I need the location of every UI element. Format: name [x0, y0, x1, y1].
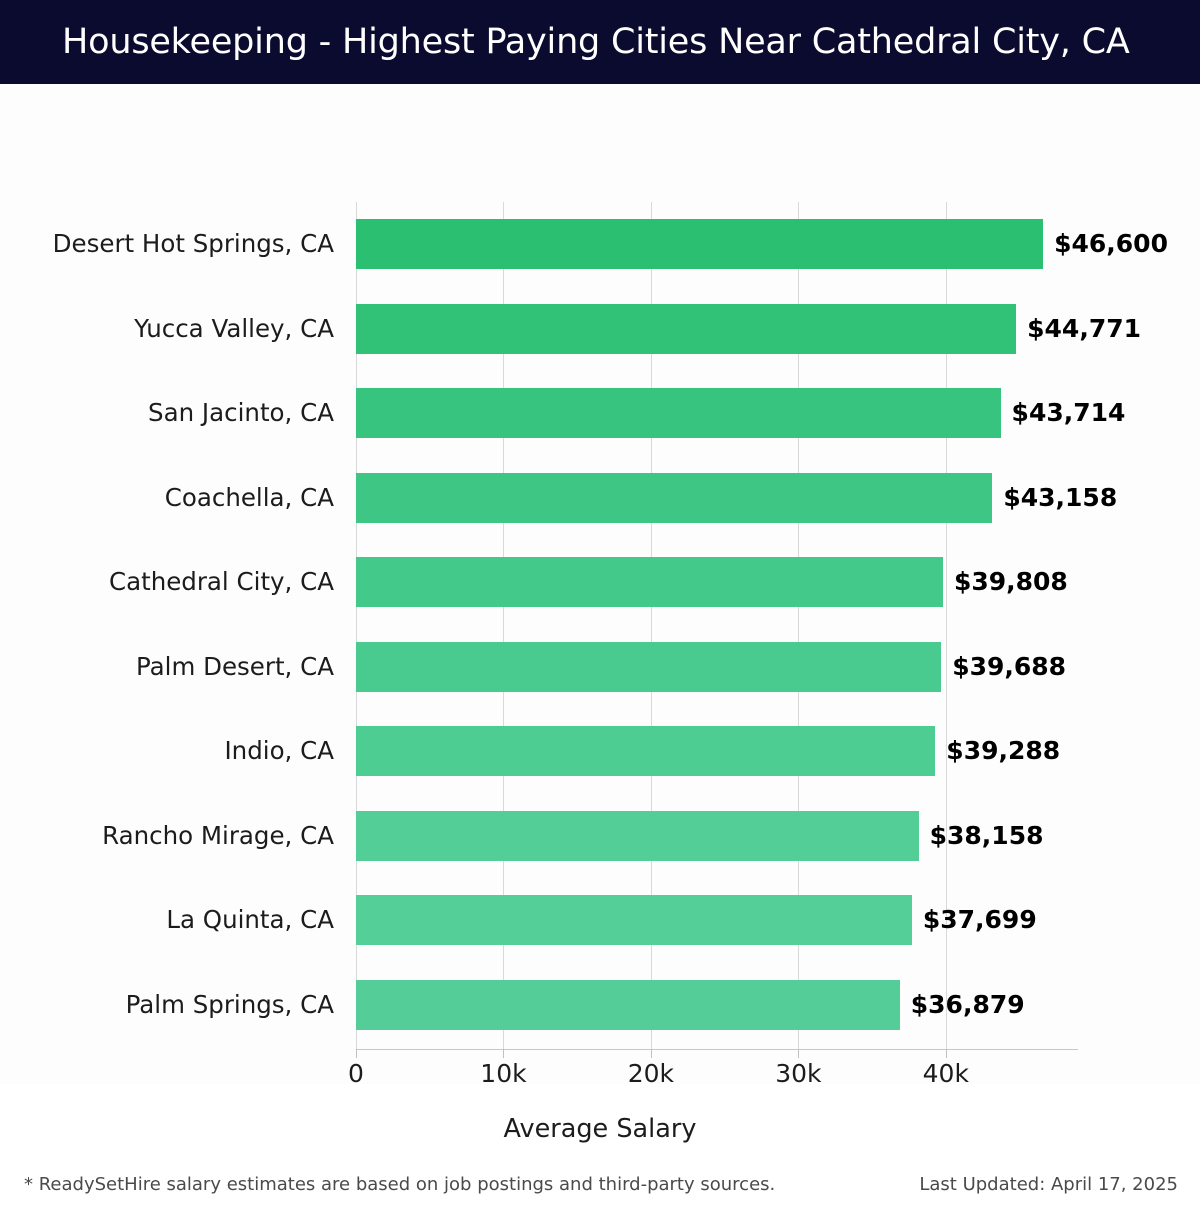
- bar[interactable]: [356, 726, 936, 777]
- footer-last-updated: Last Updated: April 17, 2025: [919, 1174, 1178, 1195]
- chart-title-bar: Housekeeping - Highest Paying Cities Nea…: [0, 0, 1200, 84]
- gridline-10k: [503, 202, 505, 1049]
- gridline-20k: [650, 202, 652, 1049]
- bar-row: Cathedral City, CA $39,808: [0, 557, 1200, 608]
- x-tick-label-30k: 30k: [775, 1059, 822, 1088]
- page-title: Housekeeping - Highest Paying Cities Nea…: [62, 22, 1130, 62]
- bar-value-label: $43,158: [1003, 482, 1118, 512]
- gridline-30k: [798, 202, 800, 1049]
- bar-row: Desert Hot Springs, CA $46,600: [0, 219, 1200, 269]
- bar-row: Yucca Valley, CA $44,771: [0, 303, 1200, 354]
- x-tick-label-10k: 10k: [480, 1059, 527, 1088]
- category-label: Yucca Valley, CA: [134, 313, 334, 343]
- bar[interactable]: [356, 303, 1017, 354]
- tick-mark-40k: [945, 1049, 947, 1058]
- bar[interactable]: [356, 219, 1044, 269]
- bar-value-label: $43,714: [1011, 398, 1126, 428]
- bar-value-label: $38,158: [929, 820, 1044, 850]
- category-label: Palm Desert, CA: [135, 651, 334, 681]
- category-label: Palm Springs, CA: [125, 989, 334, 1019]
- bar-row: Palm Springs, CA $36,879: [0, 979, 1200, 1030]
- category-label: Rancho Mirage, CA: [102, 820, 334, 850]
- bar-row: La Quinta, CA $37,699: [0, 895, 1200, 946]
- tick-mark-30k: [798, 1049, 800, 1058]
- x-tick-label-0: 0: [348, 1059, 364, 1088]
- bar-value-label: $44,771: [1027, 313, 1142, 343]
- x-tick-label-40k: 40k: [922, 1059, 969, 1088]
- bar-value-label: $46,600: [1054, 229, 1168, 258]
- bar-row: Indio, CA $39,288: [0, 726, 1200, 777]
- footer-disclaimer: * ReadySetHire salary estimates are base…: [24, 1174, 776, 1195]
- category-label: Cathedral City, CA: [108, 567, 334, 597]
- bar[interactable]: [356, 641, 942, 692]
- bar-value-label: $39,688: [952, 651, 1067, 681]
- bar[interactable]: [356, 895, 912, 946]
- gridline-40k: [945, 202, 947, 1049]
- category-label: Coachella, CA: [164, 482, 334, 512]
- tick-mark-20k: [650, 1049, 652, 1058]
- plot-gridlines: [356, 202, 1078, 1049]
- x-axis-title: Average Salary: [503, 1114, 697, 1144]
- bar-value-label: $36,879: [910, 989, 1025, 1019]
- bar-value-label: $37,699: [922, 905, 1037, 935]
- bar[interactable]: [356, 472, 993, 523]
- bar-row: Palm Desert, CA $39,688: [0, 641, 1200, 692]
- bar-row: Coachella, CA $43,158: [0, 472, 1200, 523]
- gridline-0: [356, 202, 357, 1049]
- category-label: La Quinta, CA: [166, 905, 334, 935]
- category-label: Desert Hot Springs, CA: [52, 229, 334, 258]
- category-label: Indio, CA: [224, 736, 334, 766]
- tick-mark-10k: [503, 1049, 505, 1058]
- bar[interactable]: [356, 388, 1001, 439]
- bar-row: San Jacinto, CA $43,714: [0, 388, 1200, 439]
- bar-value-label: $39,808: [953, 567, 1068, 597]
- category-label: San Jacinto, CA: [148, 398, 334, 428]
- x-axis-line: [356, 1049, 1078, 1050]
- bar[interactable]: [356, 557, 943, 608]
- chart-footer: * ReadySetHire salary estimates are base…: [0, 1174, 1200, 1224]
- chart-canvas: Desert Hot Springs, CA $46,600 Yucca Valle…: [0, 84, 1200, 1195]
- bar-value-label: $39,288: [946, 736, 1061, 766]
- bar[interactable]: [356, 810, 919, 861]
- tick-mark-0: [356, 1049, 357, 1058]
- x-tick-label-20k: 20k: [627, 1059, 675, 1088]
- bar-row: Rancho Mirage, CA $38,158: [0, 810, 1200, 861]
- bar[interactable]: [356, 979, 900, 1030]
